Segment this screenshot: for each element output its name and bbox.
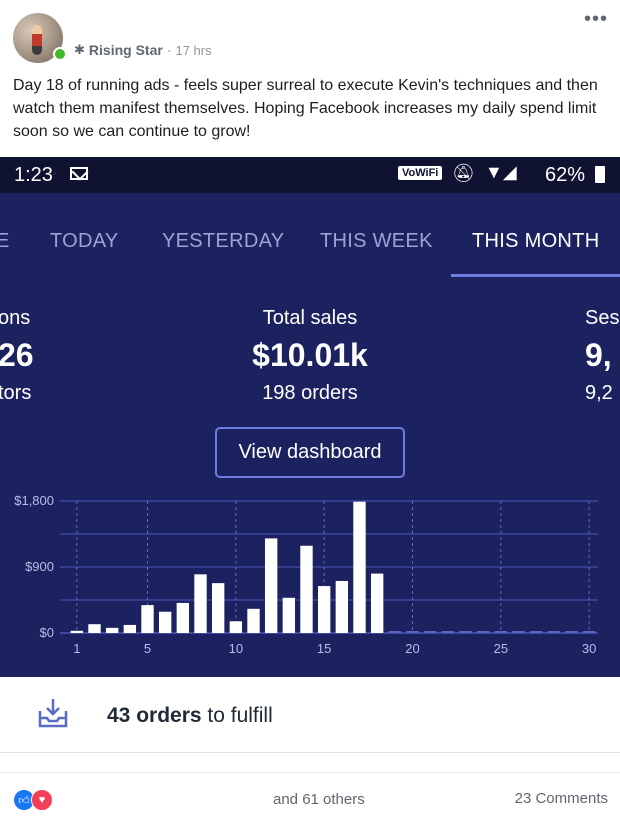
chart-bar [141,605,154,633]
tab-yesterday[interactable]: YESTERDAY [162,230,285,252]
date-range-tabs: E TODAY YESTERDAY THIS WEEK THIS MONTH [0,193,620,279]
stat-right-label: Ses [585,307,620,329]
y-tick-label: $0 [40,625,54,640]
y-tick-label: $1,800 [14,493,54,508]
stat-left-label: ons [0,307,31,329]
stat-right-sub: 9,2 [585,382,613,404]
x-tick-label: 15 [317,641,331,656]
y-tick-label: $900 [25,559,54,574]
phone-status-bar: 1:23 VoWiFi 🔕︎ ▼◢ 62% [0,157,620,193]
chart-bar [353,501,366,633]
post-body-text: Day 18 of running ads - feels super surr… [13,77,598,140]
chart-bar [565,631,578,633]
orders-to-fulfill-count: 43 orders [107,704,202,727]
chart-bar [158,611,172,633]
total-sales-label: Total sales [262,307,358,329]
x-tick-label: 20 [405,641,419,656]
total-sales-value-wrap: $10.01k [0,337,620,374]
stat-total-sales: Total sales [0,307,620,330]
stat-right: Ses [585,307,619,330]
chart-bar [123,624,137,633]
stat-right-value: 9, [585,337,612,373]
stat-left-value-wrap: 26 [0,337,34,374]
chart-bar [247,608,260,633]
avatar-photo [32,25,42,55]
tab-this-week[interactable]: THIS WEEK [320,230,433,252]
inbox-download-icon [38,699,68,728]
more-options-icon[interactable]: ••• [583,8,608,30]
x-tick-label: 10 [229,641,243,656]
x-tick-label: 30 [582,641,596,656]
sales-bar-chart: 1 5 10 15 20 25 30$1,800$900$0 [14,493,598,656]
orders-to-fulfill-row[interactable]: 43 orders to fulfill [0,677,620,753]
x-tick-label: 5 [144,641,151,656]
chart-bar [388,631,402,633]
stat-left-value: 26 [0,337,34,373]
orders-to-fulfill-suffix: to fulfill [201,704,273,727]
meta-separator: · [166,42,172,58]
bell-muted-icon: 🔕︎ [452,163,475,183]
chart-bar [406,631,419,633]
comments-count[interactable]: 23 Comments [514,790,608,807]
post-timestamp[interactable]: 17 hrs [175,42,212,58]
stat-right-value-wrap: 9, [585,337,612,374]
battery-icon [595,166,605,183]
chart-bar [70,630,84,633]
chart-bar [300,545,313,633]
orders-to-fulfill-text: 43 orders to fulfill [107,704,273,728]
chart-bar [105,627,119,633]
chart-bar [317,586,331,633]
tab-this-month[interactable]: THIS MONTH [472,230,600,252]
chart-bar [582,631,596,633]
chart-bar [176,602,190,633]
stat-right-sub-wrap: 9,2 [585,382,613,405]
chart-bar [441,631,455,633]
chart-bar [423,631,437,633]
vowifi-badge: VoWiFi [398,166,443,180]
rising-star-icon: ✱ [74,42,85,57]
chart-bar [88,624,101,633]
tab-today[interactable]: TODAY [50,230,119,252]
reactions-count[interactable]: and 61 others [273,791,365,808]
view-dashboard-button[interactable]: View dashboard [215,427,405,478]
stat-left-sub-wrap: tors [0,382,31,405]
chart-bar [476,631,490,633]
online-status-dot [53,47,67,61]
x-tick-label: 1 [73,641,80,656]
tab-partial[interactable]: E [0,230,10,252]
chart-bar [547,631,561,633]
chart-bar [512,631,525,633]
total-sales-value: $10.01k [252,337,368,373]
chart-bar [459,631,472,633]
footer-divider [0,772,620,773]
signal-icon: ▼◢ [485,162,517,182]
chart-bar [282,597,296,633]
post-meta: ✱ Rising Star · 17 hrs [74,42,212,58]
chart-bar [529,631,543,633]
mail-icon [70,167,88,180]
chart-bar [264,538,278,633]
chart-bar [211,583,225,633]
profile-avatar[interactable] [13,13,63,63]
love-reaction-icon: ♥ [31,789,53,811]
shop-dashboard-screenshot: 1:23 VoWiFi 🔕︎ ▼◢ 62% E TODAY YESTERDAY … [0,157,620,677]
badge-label[interactable]: Rising Star [88,42,163,58]
chart-bar [229,621,243,633]
chart-bar [335,580,349,633]
battery-percent: 62% [545,164,586,186]
stat-left-sub: tors [0,382,32,404]
chart-bar [194,574,207,633]
stat-left: ons [0,307,30,330]
chart-bar [370,573,384,633]
total-orders: 198 orders [262,382,358,404]
x-tick-label: 25 [494,641,508,656]
active-tab-indicator [451,274,620,277]
reaction-icons[interactable]: 👍︎ ♥ [13,789,59,811]
chart-bar [494,631,508,633]
status-time: 1:23 [14,164,53,186]
total-orders-wrap: 198 orders [0,382,620,405]
